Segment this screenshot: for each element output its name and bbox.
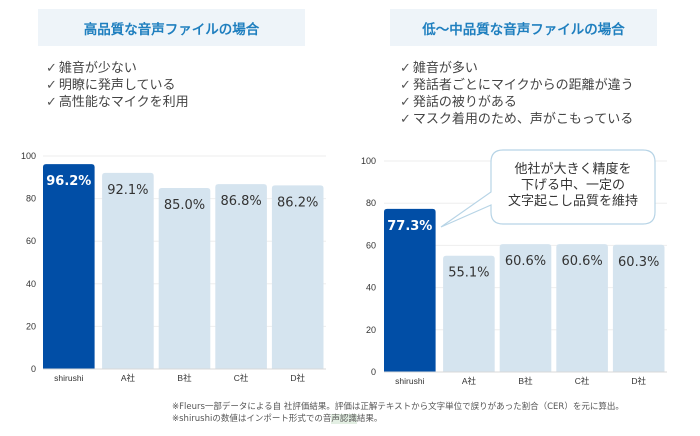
y-tick-label: 0 — [371, 367, 376, 377]
x-tick-label: A社 — [121, 373, 136, 383]
left-bar-chart: 0 20 40 60 80 100 96.2% shirushi 92.1% A社 85.0% B社 8… — [21, 151, 326, 383]
x-tick-label: A社 — [462, 376, 477, 386]
data-label: 60.3% — [618, 255, 659, 270]
bar-B社 — [158, 187, 211, 369]
bar-shirushi — [384, 208, 436, 372]
x-tick-label: D社 — [631, 376, 646, 386]
y-tick-label: 60 — [26, 236, 36, 246]
condition-item: 発話者ごとにマイクからの距離が違う — [400, 77, 634, 94]
callout-bubble — [440, 149, 656, 228]
bar-D社 — [612, 244, 665, 372]
x-tick-label: B社 — [177, 373, 192, 383]
footnote-1: ※Fleurs一部データによる自 社評価結果。評価は正解テキストから文字単位で誤… — [172, 402, 624, 412]
x-tick-label: C社 — [575, 376, 590, 386]
x-tick-label: D社 — [290, 373, 305, 383]
left-conditions-list: 雑音が少ない 明瞭に発声している 高性能なマイクを利用 — [46, 60, 189, 111]
y-tick-label: 20 — [26, 321, 36, 331]
data-label: 92.1% — [107, 183, 148, 198]
y-tick-label: 20 — [366, 325, 376, 335]
y-tick-label: 80 — [366, 198, 376, 208]
x-tick-label: shirushi — [54, 373, 83, 383]
data-label: 86.8% — [220, 194, 261, 209]
y-tick-label: 40 — [366, 283, 376, 293]
y-tick-label: 60 — [366, 240, 376, 250]
data-label: 55.1% — [448, 266, 489, 281]
bar-D社 — [271, 185, 324, 369]
y-tick-label: 100 — [361, 156, 376, 166]
data-label: 85.0% — [164, 198, 205, 213]
bar-C社 — [215, 184, 267, 369]
condition-item: 高性能なマイクを利用 — [46, 94, 189, 111]
callout-bubble-shape — [440, 149, 656, 228]
left-panel-title: 高品質な音声ファイルの場合 — [38, 9, 305, 46]
condition-item: 雑音が多い — [400, 60, 634, 77]
y-tick-label: 80 — [26, 194, 36, 204]
condition-item: マスク着用のため、声がこもっている — [400, 111, 634, 128]
x-tick-label: B社 — [518, 376, 533, 386]
callout-text: 他社が大きく精度を 下げる中、一定の 文字起こし品質を維持 — [507, 162, 638, 209]
right-conditions-list: 雑音が多い 発話者ごとにマイクからの距離が違う 発話の被りがある マスク着用のた… — [400, 60, 634, 128]
bar-B社 — [499, 244, 552, 372]
bar-shirushi — [43, 164, 95, 369]
right-panel-title: 低〜中品質な音声ファイルの場合 — [390, 9, 657, 46]
condition-item: 明瞭に発声している — [46, 77, 189, 94]
condition-item: 雑音が少ない — [46, 60, 189, 77]
y-tick-label: 0 — [31, 364, 36, 374]
bar-charts: 0 20 40 60 80 100 96.2% shirushi 92.1% A社 85.0% B社 8… — [21, 149, 667, 386]
bar-A社 — [443, 255, 495, 372]
bar-A社 — [102, 172, 154, 369]
footnotes: ※Fleurs一部データによる自 社評価結果。評価は正解テキストから文字単位で誤… — [172, 401, 624, 425]
data-label: 96.2% — [46, 174, 91, 189]
bar-C社 — [556, 244, 608, 372]
x-tick-label: C社 — [234, 373, 249, 383]
condition-item: 発話の被りがある — [400, 94, 634, 111]
data-label: 60.6% — [561, 254, 602, 269]
data-label: 77.3% — [387, 219, 432, 234]
x-tick-label: shirushi — [395, 376, 424, 386]
right-bar-chart: 0 20 40 60 80 100 77.3% shirushi 55.1% A社 60.6% B社 6… — [361, 156, 667, 386]
footnote-2: ※shirushiの数値はインポート形式での音声認識結果。 — [172, 414, 383, 424]
data-label: 86.2% — [277, 195, 318, 210]
y-tick-label: 40 — [26, 279, 36, 289]
y-tick-label: 100 — [21, 151, 36, 161]
data-label: 60.6% — [505, 254, 546, 269]
